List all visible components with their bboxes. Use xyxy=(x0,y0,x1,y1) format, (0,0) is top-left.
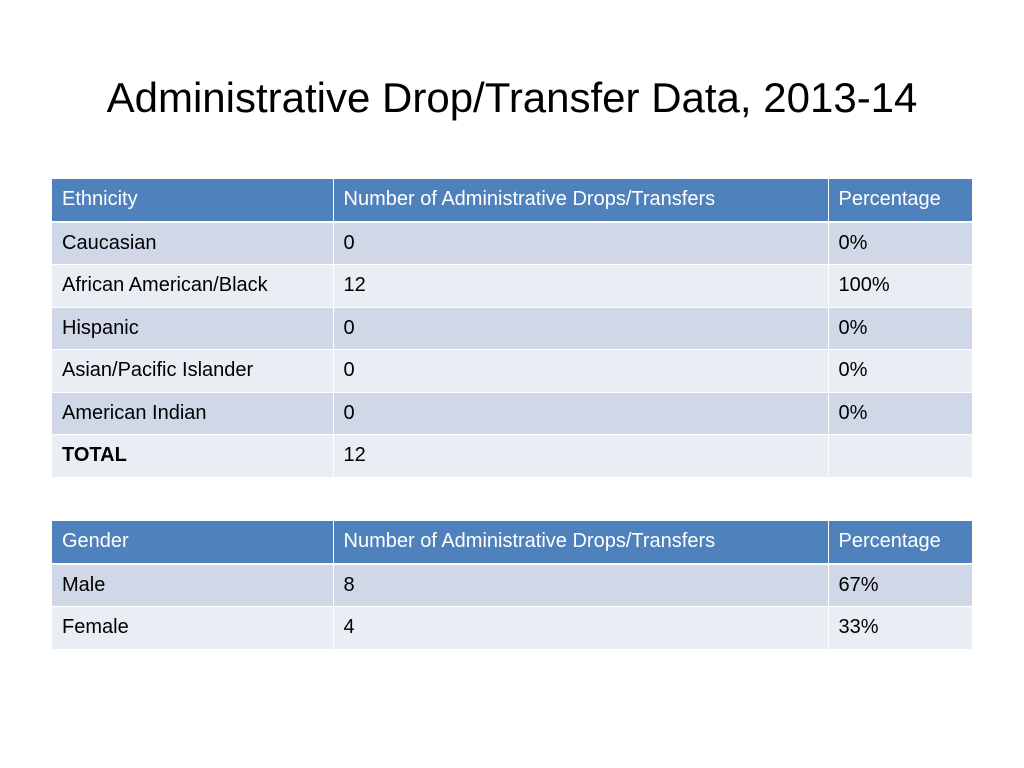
total-count: 12 xyxy=(333,434,829,478)
ethnicity-cell: Asian/Pacific Islander xyxy=(52,349,334,393)
header-count: Number of Administrative Drops/Transfers xyxy=(333,179,829,223)
table-row: American Indian 0 0% xyxy=(52,392,972,435)
ethnicity-cell: African American/Black xyxy=(52,264,334,308)
ethnicity-cell: American Indian xyxy=(52,392,334,435)
gender-table: Gender Number of Administrative Drops/Tr… xyxy=(52,521,972,650)
table-row: Male 8 67% xyxy=(52,563,972,607)
table-row: Caucasian 0 0% xyxy=(52,221,972,265)
count-cell: 0 xyxy=(333,349,829,393)
count-cell: 0 xyxy=(333,307,829,350)
gender-cell: Female xyxy=(52,606,334,650)
gender-cell: Male xyxy=(52,563,334,607)
total-row: TOTAL 12 xyxy=(52,434,972,478)
percentage-cell: 0% xyxy=(828,221,972,265)
header-percentage: Percentage xyxy=(828,179,972,223)
total-percentage xyxy=(828,434,972,478)
percentage-cell: 0% xyxy=(828,307,972,350)
percentage-cell: 100% xyxy=(828,264,972,308)
table-header-row: Gender Number of Administrative Drops/Tr… xyxy=(52,521,972,565)
slide-title: Administrative Drop/Transfer Data, 2013-… xyxy=(106,74,918,121)
percentage-cell: 0% xyxy=(828,349,972,393)
ethnicity-cell: Caucasian xyxy=(52,221,334,265)
count-cell: 8 xyxy=(333,563,829,607)
percentage-cell: 33% xyxy=(828,606,972,650)
count-cell: 0 xyxy=(333,221,829,265)
percentage-cell: 67% xyxy=(828,563,972,607)
header-percentage: Percentage xyxy=(828,521,972,565)
table-row: Asian/Pacific Islander 0 0% xyxy=(52,349,972,393)
total-label: TOTAL xyxy=(52,434,334,478)
table-row: Hispanic 0 0% xyxy=(52,307,972,350)
ethnicity-cell: Hispanic xyxy=(52,307,334,350)
count-cell: 12 xyxy=(333,264,829,308)
table-header-row: Ethnicity Number of Administrative Drops… xyxy=(52,179,972,223)
table-row: Female 4 33% xyxy=(52,606,972,650)
header-gender: Gender xyxy=(52,521,334,565)
header-ethnicity: Ethnicity xyxy=(52,179,334,223)
count-cell: 4 xyxy=(333,606,829,650)
table-row: African American/Black 12 100% xyxy=(52,264,972,308)
count-cell: 0 xyxy=(333,392,829,435)
header-count: Number of Administrative Drops/Transfers xyxy=(333,521,829,565)
ethnicity-table: Ethnicity Number of Administrative Drops… xyxy=(52,179,972,478)
percentage-cell: 0% xyxy=(828,392,972,435)
